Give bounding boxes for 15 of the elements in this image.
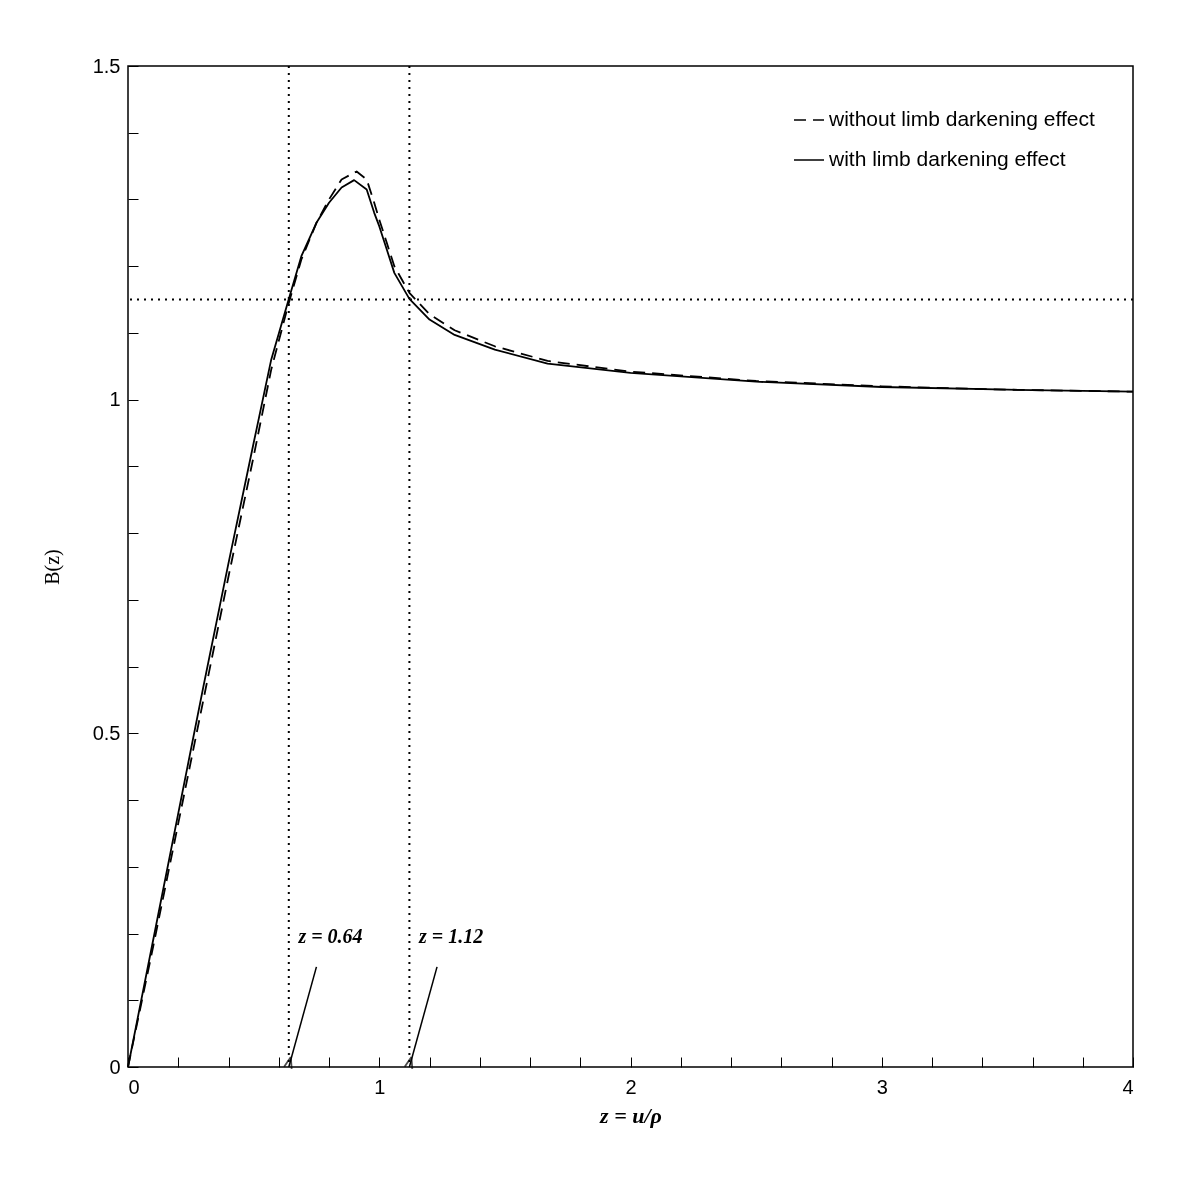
x-tick-label: 2 [625, 1075, 637, 1098]
y-tick-label: 0 [109, 1055, 121, 1078]
y-tick-label: 1.5 [92, 54, 121, 77]
y-tick-label: 0.5 [92, 721, 121, 744]
annotation: z = 1.12 [418, 924, 484, 947]
x-tick-label: 0 [128, 1075, 140, 1098]
y-axis-title: B(z) [40, 549, 64, 585]
annotation: z = 0.64 [297, 924, 363, 947]
y-tick-label: 1 [109, 388, 121, 411]
x-tick-label: 1 [374, 1075, 386, 1098]
x-axis-title: z = u/ρ [599, 1102, 662, 1128]
x-tick-label: 3 [876, 1075, 888, 1098]
legend-label: without limb darkening effect [828, 107, 1095, 130]
legend-label: with limb darkening effect [828, 147, 1066, 170]
x-tick-label: 4 [1122, 1075, 1134, 1098]
